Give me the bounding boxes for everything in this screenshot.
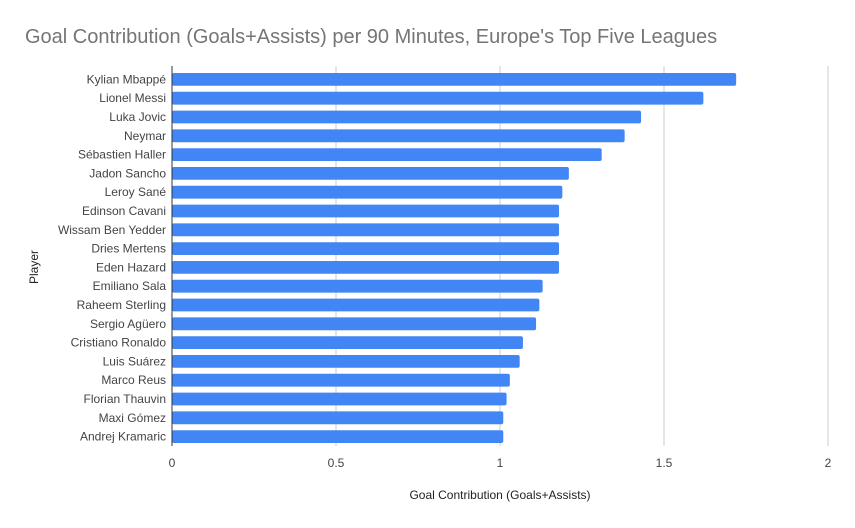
- category-label: Eden Hazard: [96, 260, 166, 274]
- bar: [172, 261, 560, 274]
- bar: [172, 223, 560, 237]
- bar: [172, 298, 540, 312]
- x-axis-label: Goal Contribution (Goals+Assists): [409, 488, 591, 502]
- category-label: Luis Suárez: [103, 354, 166, 368]
- category-label: Dries Mertens: [91, 242, 166, 256]
- bar: [172, 336, 523, 349]
- bar: [172, 204, 560, 218]
- x-tick-label: 1.5: [656, 456, 673, 470]
- bar: [172, 110, 642, 124]
- category-label: Andrej Kramaric: [80, 430, 166, 444]
- category-label: Raheem Sterling: [77, 298, 166, 312]
- y-axis-label: Player: [27, 249, 41, 285]
- category-label: Leroy Sané: [105, 185, 167, 199]
- bar: [172, 430, 504, 443]
- bar: [172, 242, 560, 255]
- category-label: Wissam Ben Yedder: [58, 223, 166, 237]
- bar: [172, 167, 569, 180]
- category-label: Maxi Gómez: [99, 411, 166, 425]
- category-label: Sébastien Haller: [78, 148, 166, 162]
- category-label: Emiliano Sala: [93, 279, 167, 293]
- bar: [172, 355, 520, 368]
- category-label: Florian Thauvin: [84, 392, 167, 406]
- bar: [172, 185, 563, 199]
- x-tick-label: 2: [825, 456, 832, 470]
- category-label: Marco Reus: [101, 373, 166, 387]
- category-label: Edinson Cavani: [82, 204, 166, 218]
- category-label: Neymar: [124, 129, 166, 143]
- category-label: Lionel Messi: [99, 91, 166, 105]
- category-label: Jadon Sancho: [89, 166, 166, 180]
- bar: [172, 317, 537, 331]
- x-tick-label: 0: [169, 456, 176, 470]
- bar: [172, 148, 602, 161]
- category-label: Luka Jovic: [109, 110, 166, 124]
- bar: [172, 279, 543, 293]
- bar: [172, 73, 737, 86]
- chart-title: Goal Contribution (Goals+Assists) per 90…: [25, 26, 718, 48]
- category-label: Kylian Mbappé: [87, 72, 167, 86]
- bar: [172, 129, 625, 143]
- bar: [172, 392, 507, 406]
- x-tick-label: 1: [497, 456, 504, 470]
- bar: [172, 373, 510, 387]
- x-tick-label: 0.5: [328, 456, 345, 470]
- bar: [172, 91, 704, 105]
- bar: [172, 411, 504, 425]
- category-label: Cristiano Ronaldo: [71, 336, 167, 350]
- category-label: Sergio Agüero: [90, 317, 166, 331]
